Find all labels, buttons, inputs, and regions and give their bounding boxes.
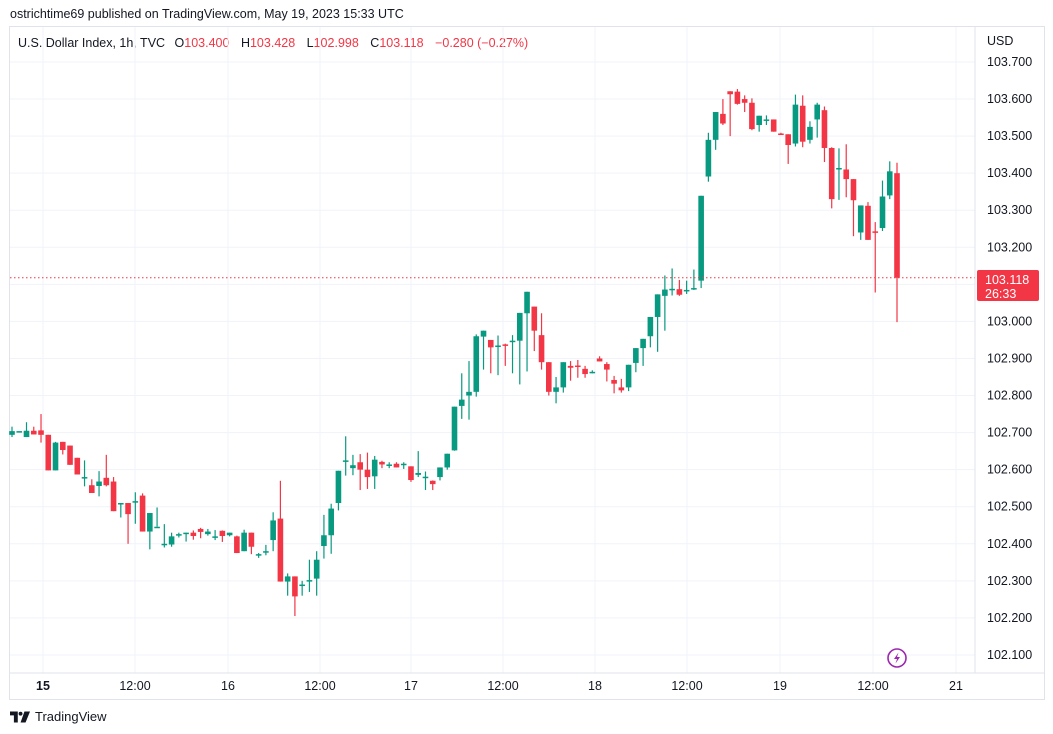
time-tick: 12:00	[487, 679, 518, 693]
price-tick: 102.200	[987, 611, 1032, 625]
lightning-icon[interactable]	[887, 648, 907, 668]
price-tick: 102.700	[987, 426, 1032, 440]
brand-name: TradingView	[35, 709, 107, 724]
price-tick: 102.800	[987, 389, 1032, 403]
high-value: 103.428	[249, 36, 296, 50]
chart-frame	[9, 26, 1045, 700]
time-tick: 12:00	[671, 679, 702, 693]
time-tick: 12:00	[304, 679, 335, 693]
price-tick: 103.500	[987, 129, 1032, 143]
time-tick: 16	[221, 679, 235, 693]
time-axis[interactable]: 15 12:00 16 12:00 17 12:00 18 12:00 19 12:00 21	[36, 679, 963, 693]
low-label: L	[306, 36, 314, 50]
price-tick: 103.600	[987, 92, 1032, 106]
price-tick: 102.900	[987, 351, 1032, 365]
time-tick: 19	[773, 679, 787, 693]
time-tick: 12:00	[857, 679, 888, 693]
price-tick: 103.700	[987, 55, 1032, 69]
candle-series	[9, 89, 900, 617]
low-value: 102.998	[313, 36, 359, 50]
time-tick: 18	[588, 679, 602, 693]
symbol-label[interactable]: U.S. Dollar Index, 1h, TVC	[18, 36, 166, 50]
change-value: −0.280 (−0.27%)	[435, 36, 529, 50]
price-tick: 103.300	[987, 203, 1032, 217]
bar-countdown: 26:33	[985, 287, 1016, 301]
close-value: 103.118	[379, 36, 424, 50]
price-tick: 102.300	[987, 574, 1032, 588]
open-label: O	[174, 36, 185, 50]
price-axis[interactable]: 103.700 103.600 103.500 103.400 103.300 103.2…	[987, 55, 1032, 662]
price-tick: 102.100	[987, 648, 1032, 662]
last-price-badge: 103.118 26:33	[977, 270, 1039, 301]
price-tick: 102.600	[987, 463, 1032, 477]
last-price-value: 103.118	[985, 273, 1029, 287]
ohlc-legend: U.S. Dollar Index, 1h, TVC O103.400 H103…	[18, 36, 536, 50]
price-tick: 102.500	[987, 500, 1032, 514]
price-tick: 103.200	[987, 240, 1032, 254]
price-tick: 103.000	[987, 314, 1032, 328]
price-tick: 103.400	[987, 166, 1032, 180]
currency-label: USD	[987, 34, 1013, 48]
time-tick: 15	[36, 679, 50, 693]
grid-lines	[10, 27, 975, 673]
time-tick: 17	[404, 679, 418, 693]
open-value: 103.400	[184, 36, 230, 50]
tradingview-brand[interactable]: TradingView	[10, 709, 107, 724]
tradingview-logo-icon	[10, 710, 30, 723]
price-tick: 102.400	[987, 537, 1032, 551]
time-tick: 21	[949, 679, 963, 693]
time-tick: 12:00	[119, 679, 150, 693]
close-label: C	[370, 36, 380, 50]
high-label: H	[240, 36, 250, 50]
publish-info: ostrichtime69 published on TradingView.c…	[10, 7, 404, 21]
